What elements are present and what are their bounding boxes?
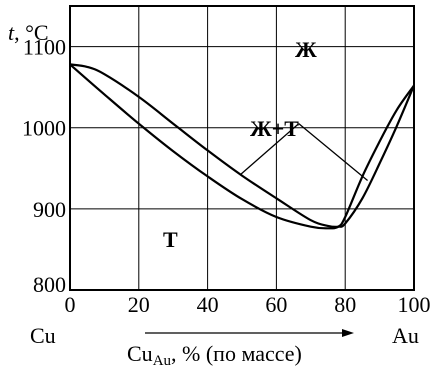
x-axis-label: CuAu, % (по массе): [127, 341, 302, 368]
x-tick-label-100: 100: [398, 292, 431, 317]
x-tick-label-40: 40: [197, 292, 219, 317]
region-label-two-phase: Ж+Т: [250, 116, 299, 141]
x-axis-arrow-head: [342, 329, 354, 337]
y-tick-label-1100: 1100: [23, 35, 66, 60]
y-axis-label: t, °C: [8, 20, 49, 45]
phase-curve-1: [69, 63, 416, 229]
phase-curve-2: [69, 63, 415, 230]
phase-curves: [69, 63, 416, 230]
plot-frame: [69, 5, 415, 291]
x-axis-label-subscript: Au: [153, 353, 172, 368]
leader-line-left: [239, 123, 300, 176]
x-tick-label-0: 0: [65, 292, 76, 317]
y-tick-label-800: 800: [33, 272, 66, 297]
leader-line-right: [298, 123, 368, 181]
grid-lines: [70, 6, 414, 290]
x-tick-label-60: 60: [265, 292, 287, 317]
tick-labels: 0 20 40 60 80 100 800 900 1000 1100: [22, 35, 431, 317]
x-axis-arrow: [145, 329, 354, 337]
region-label-liquid: Ж: [295, 37, 317, 62]
x-axis-label-main: Cu: [127, 341, 153, 366]
right-end-label: Au: [392, 323, 419, 348]
region-leader-lines: [239, 123, 368, 181]
y-axis-label-variable: t: [8, 20, 15, 45]
y-axis-label-unit: , °C: [14, 20, 48, 45]
y-tick-label-1000: 1000: [22, 116, 66, 141]
x-axis-label-rest: , % (по массе): [171, 341, 302, 366]
x-tick-label-20: 20: [128, 292, 150, 317]
left-end-label: Cu: [30, 323, 56, 348]
x-tick-label-80: 80: [334, 292, 356, 317]
region-label-solid: Т: [163, 227, 178, 252]
y-tick-label-900: 900: [33, 197, 66, 222]
